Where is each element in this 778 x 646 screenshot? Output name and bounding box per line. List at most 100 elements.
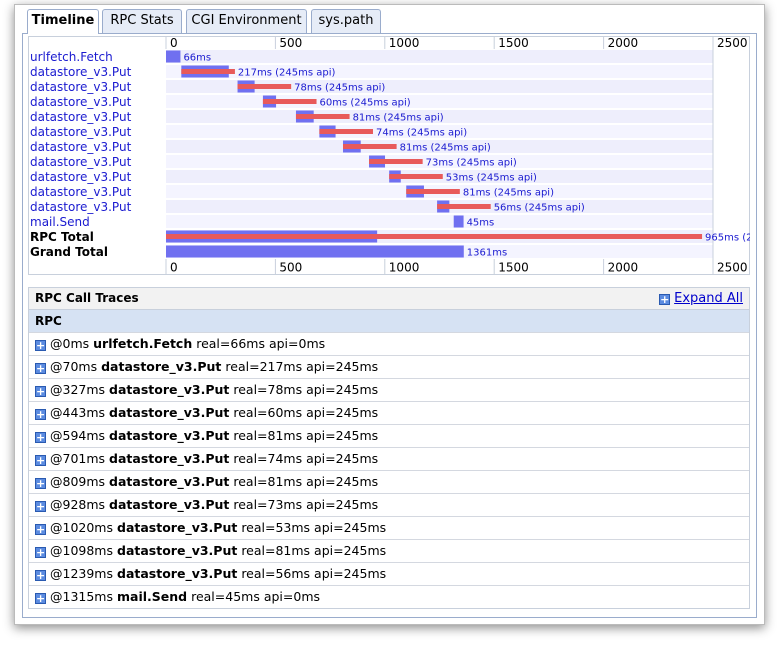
row-bg bbox=[166, 215, 713, 228]
rpc-name: datastore_v3.Put bbox=[30, 80, 132, 94]
trace-name: datastore_v3.Put bbox=[117, 520, 238, 535]
trace-detail: real=78ms api=245ms bbox=[233, 382, 379, 397]
trace-detail: real=217ms api=245ms bbox=[225, 359, 379, 374]
api-bar bbox=[389, 174, 443, 179]
trace-row: + @0ms urlfetch.Fetch real=66ms api=0ms bbox=[29, 332, 749, 355]
x-tick-label: 2000 bbox=[608, 36, 639, 50]
plus-icon[interactable]: + bbox=[35, 408, 46, 421]
plus-icon[interactable]: + bbox=[35, 385, 46, 398]
trace-row: + @1098ms datastore_v3.Put real=81ms api=… bbox=[29, 539, 749, 562]
plus-icon: + bbox=[659, 293, 671, 306]
real-bar bbox=[166, 245, 464, 258]
plus-icon[interactable]: + bbox=[35, 592, 46, 605]
api-bar bbox=[406, 189, 460, 194]
trace-detail: real=81ms api=245ms bbox=[241, 543, 387, 558]
trace-time: @701ms bbox=[50, 451, 106, 466]
bar-label: 78ms (245ms api) bbox=[294, 83, 385, 94]
trace-name: datastore_v3.Put bbox=[109, 451, 230, 466]
plus-icon[interactable]: + bbox=[35, 523, 46, 536]
plus-icon[interactable]: + bbox=[35, 362, 46, 375]
trace-time: @809ms bbox=[50, 474, 106, 489]
tab[interactable]: CGI Environment bbox=[186, 9, 307, 33]
rpc-name: datastore_v3.Put bbox=[30, 185, 132, 199]
x-tick-label: 1500 bbox=[498, 36, 529, 50]
api-bar bbox=[369, 159, 423, 164]
tab[interactable]: Timeline bbox=[27, 9, 99, 34]
rpc-name: datastore_v3.Put bbox=[30, 65, 132, 79]
x-tick-label: 1000 bbox=[389, 261, 420, 275]
timeline-frame bbox=[28, 36, 750, 275]
trace-name: datastore_v3.Put bbox=[109, 474, 230, 489]
x-tick-label: 500 bbox=[279, 36, 302, 50]
trace-row: + @1315ms mail.Send real=45ms api=0ms bbox=[29, 585, 749, 608]
api-bar bbox=[237, 84, 292, 89]
trace-name: datastore_v3.Put bbox=[109, 405, 230, 420]
rpc-name: datastore_v3.Put bbox=[30, 170, 132, 184]
trace-row: + @1239ms datastore_v3.Put real=56ms api=… bbox=[29, 562, 749, 585]
bar-label: 81ms (245ms api) bbox=[400, 143, 491, 154]
trace-row: + @70ms datastore_v3.Put real=217ms api=2… bbox=[29, 355, 749, 378]
trace-row: + @701ms datastore_v3.Put real=74ms api=2… bbox=[29, 447, 749, 470]
row-bg bbox=[166, 155, 713, 168]
x-tick-label: 2000 bbox=[608, 261, 639, 275]
trace-time: @1239ms bbox=[50, 566, 114, 581]
rpc-name: datastore_v3.Put bbox=[30, 200, 132, 214]
api-bar bbox=[437, 204, 491, 209]
x-tick-label: 0 bbox=[170, 36, 178, 50]
x-tick-label: 0 bbox=[170, 261, 178, 275]
x-tick-label: 500 bbox=[279, 261, 302, 275]
trace-row: + @928ms datastore_v3.Put real=73ms api=2… bbox=[29, 493, 749, 516]
trace-row: + @443ms datastore_v3.Put real=60ms api=2… bbox=[29, 401, 749, 424]
trace-time: @928ms bbox=[50, 497, 106, 512]
trace-header: RPC Call Traces + Expand All bbox=[29, 288, 749, 309]
trace-time: @1315ms bbox=[50, 589, 114, 604]
bar-label: 74ms (245ms api) bbox=[376, 128, 467, 139]
bar-label: 217ms (245ms api) bbox=[238, 68, 336, 79]
real-bar bbox=[166, 50, 181, 63]
api-bar bbox=[343, 144, 397, 149]
trace-row: + @327ms datastore_v3.Put real=78ms api=2… bbox=[29, 378, 749, 401]
tab[interactable]: sys.path bbox=[311, 9, 381, 33]
timeline: 0 500 1000 1500 2000 2500 0 500 1000 1500 2000 2500… bbox=[28, 36, 750, 275]
api-bar bbox=[319, 129, 373, 134]
trace-time: @70ms bbox=[50, 359, 98, 374]
trace-time: @594ms bbox=[50, 428, 106, 443]
rpc-name: mail.Send bbox=[30, 215, 90, 229]
trace-detail: real=53ms api=245ms bbox=[241, 520, 387, 535]
trace-name: datastore_v3.Put bbox=[109, 497, 230, 512]
plus-icon[interactable]: + bbox=[35, 454, 46, 467]
row-bg bbox=[166, 50, 713, 63]
trace-time: @443ms bbox=[50, 405, 106, 420]
api-bar bbox=[295, 114, 350, 119]
trace-name: datastore_v3.Put bbox=[117, 566, 238, 581]
trace-detail: real=73ms api=245ms bbox=[233, 497, 379, 512]
x-tick-label: 1000 bbox=[389, 36, 420, 50]
trace-detail: real=56ms api=245ms bbox=[241, 566, 387, 581]
row-bg bbox=[166, 65, 713, 78]
trace-name: urlfetch.Fetch bbox=[93, 336, 193, 351]
plus-icon[interactable]: + bbox=[35, 569, 46, 582]
trace-name: datastore_v3.Put bbox=[101, 359, 222, 374]
rpc-name: datastore_v3.Put bbox=[30, 140, 132, 154]
trace-detail: real=60ms api=245ms bbox=[233, 405, 379, 420]
plus-icon[interactable]: + bbox=[35, 500, 46, 513]
trace-time: @1098ms bbox=[50, 543, 114, 558]
trace-time: @1020ms bbox=[50, 520, 114, 535]
trace-detail: real=81ms api=245ms bbox=[233, 428, 379, 443]
plus-icon[interactable]: + bbox=[35, 477, 46, 490]
rpc-name: datastore_v3.Put bbox=[30, 110, 132, 124]
tab[interactable]: RPC Stats bbox=[102, 9, 182, 33]
api-bar bbox=[166, 234, 703, 239]
real-bar bbox=[453, 215, 464, 228]
rpc-header: RPC bbox=[29, 309, 749, 332]
expand-all[interactable]: + Expand All bbox=[659, 288, 743, 309]
expand-text[interactable]: Expand All bbox=[674, 291, 743, 306]
trace-title: RPC Call Traces bbox=[35, 291, 139, 305]
plus-icon[interactable]: + bbox=[35, 546, 46, 559]
trace-panel: RPC Call Traces + Expand All RPC + @0ms url… bbox=[28, 287, 750, 609]
rpc-name: datastore_v3.Put bbox=[30, 125, 132, 139]
plus-icon[interactable]: + bbox=[35, 339, 46, 352]
bar-label: 66ms bbox=[183, 53, 211, 64]
plus-icon[interactable]: + bbox=[35, 431, 46, 444]
